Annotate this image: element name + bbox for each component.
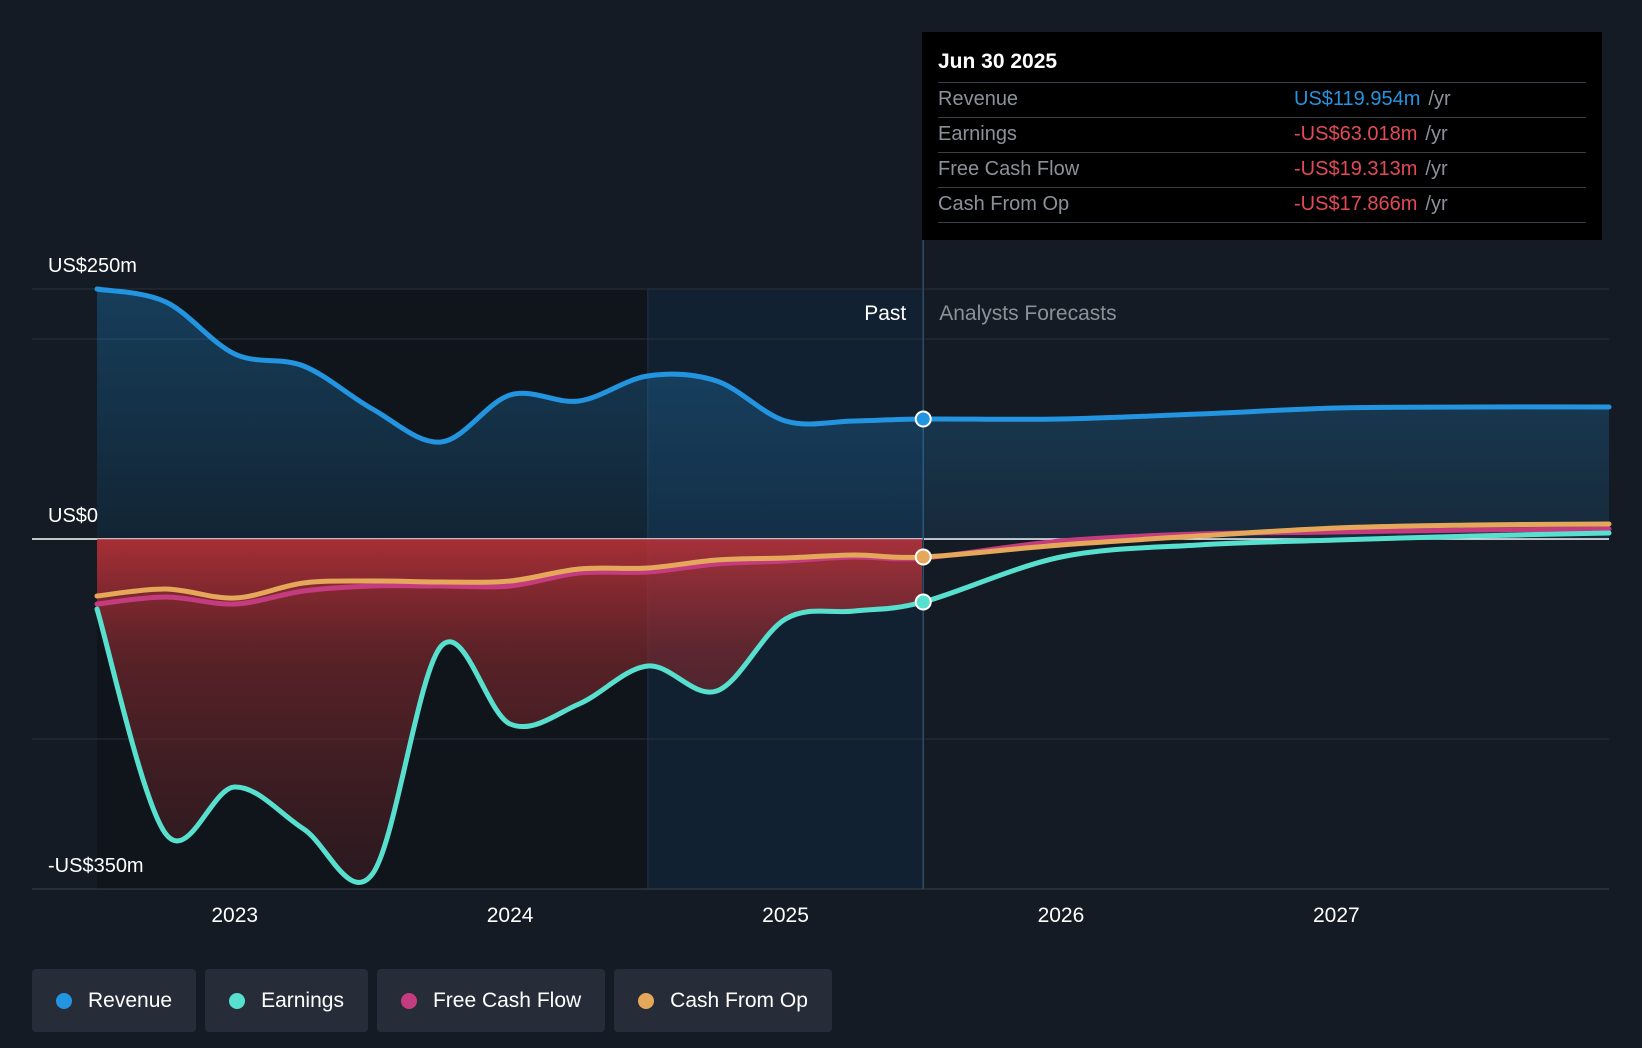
tooltip-row-unit: /yr bbox=[1425, 193, 1448, 215]
legend-dot-icon bbox=[229, 992, 246, 1009]
tooltip-row-unit: /yr bbox=[1428, 88, 1451, 110]
legend-label: Free Cash Flow bbox=[432, 988, 582, 1012]
series-line-cash-from-op bbox=[94, 521, 1612, 601]
y-label-zero: US$0 bbox=[48, 505, 98, 527]
tooltip-row: Cash From Op -US$17.866m/yr bbox=[938, 188, 1586, 223]
tooltip-row-label: Free Cash Flow bbox=[938, 158, 1080, 180]
x-tick-label: 2023 bbox=[211, 904, 258, 927]
marker-earnings bbox=[914, 593, 932, 611]
tooltip-row-unit: /yr bbox=[1425, 123, 1448, 145]
legend-item-revenue[interactable]: Revenue bbox=[32, 969, 197, 1032]
x-tick-label: 2025 bbox=[762, 904, 809, 927]
x-tick-label: 2026 bbox=[1038, 904, 1085, 927]
legend-dot-icon bbox=[56, 992, 72, 1009]
tooltip-row-value: US$119.954m bbox=[1294, 88, 1421, 110]
revenue-area bbox=[97, 289, 1609, 539]
marker-cash-from-op bbox=[914, 548, 932, 566]
legend-item-free-cash-flow[interactable]: Free Cash Flow bbox=[376, 969, 606, 1032]
tooltip-row-label: Earnings bbox=[938, 123, 1017, 145]
tooltip-row-label: Revenue bbox=[938, 88, 1019, 110]
tooltip-row-label: Cash From Op bbox=[938, 193, 1070, 215]
marker-revenue bbox=[914, 410, 932, 428]
tooltip-row-unit: /yr bbox=[1425, 158, 1448, 180]
legend-item-cash-from-op[interactable]: Cash From Op bbox=[614, 969, 832, 1032]
tooltip-row-value: -US$63.018m bbox=[1294, 123, 1418, 145]
tooltip-row-value: -US$19.313m bbox=[1294, 158, 1418, 180]
legend-label: Cash From Op bbox=[670, 988, 808, 1012]
tooltip-panel: Jun 30 2025 Revenue US$119.954m/yr Earning… bbox=[922, 32, 1602, 240]
tooltip-row: Revenue US$119.954m/yr bbox=[938, 83, 1586, 118]
forecast-label: Analysts Forecasts bbox=[939, 302, 1116, 325]
y-label-bottom: -US$350m bbox=[48, 855, 144, 877]
tooltip-date: Jun 30 2025 bbox=[938, 46, 1586, 83]
legend: Revenue Earnings Free Cash Flow Cash From O… bbox=[32, 969, 832, 1032]
tooltip-row: Earnings -US$63.018m/yr bbox=[938, 118, 1586, 153]
tooltip-row: Free Cash Flow -US$19.313m/yr bbox=[938, 153, 1586, 188]
past-label: Past bbox=[864, 302, 906, 325]
x-tick-label: 2024 bbox=[487, 904, 534, 927]
legend-label: Earnings bbox=[261, 988, 344, 1012]
legend-dot-icon bbox=[638, 992, 655, 1009]
series-line-revenue bbox=[94, 286, 1612, 445]
legend-label: Revenue bbox=[88, 988, 173, 1012]
earnings-area bbox=[97, 539, 922, 883]
legend-dot-icon bbox=[400, 992, 417, 1009]
x-tick-label: 2027 bbox=[1313, 904, 1360, 927]
y-label-top: US$250m bbox=[48, 255, 137, 277]
series-line-earnings bbox=[94, 530, 1612, 885]
legend-item-earnings[interactable]: Earnings bbox=[205, 969, 368, 1032]
tooltip-row-value: -US$17.866m bbox=[1294, 193, 1418, 215]
